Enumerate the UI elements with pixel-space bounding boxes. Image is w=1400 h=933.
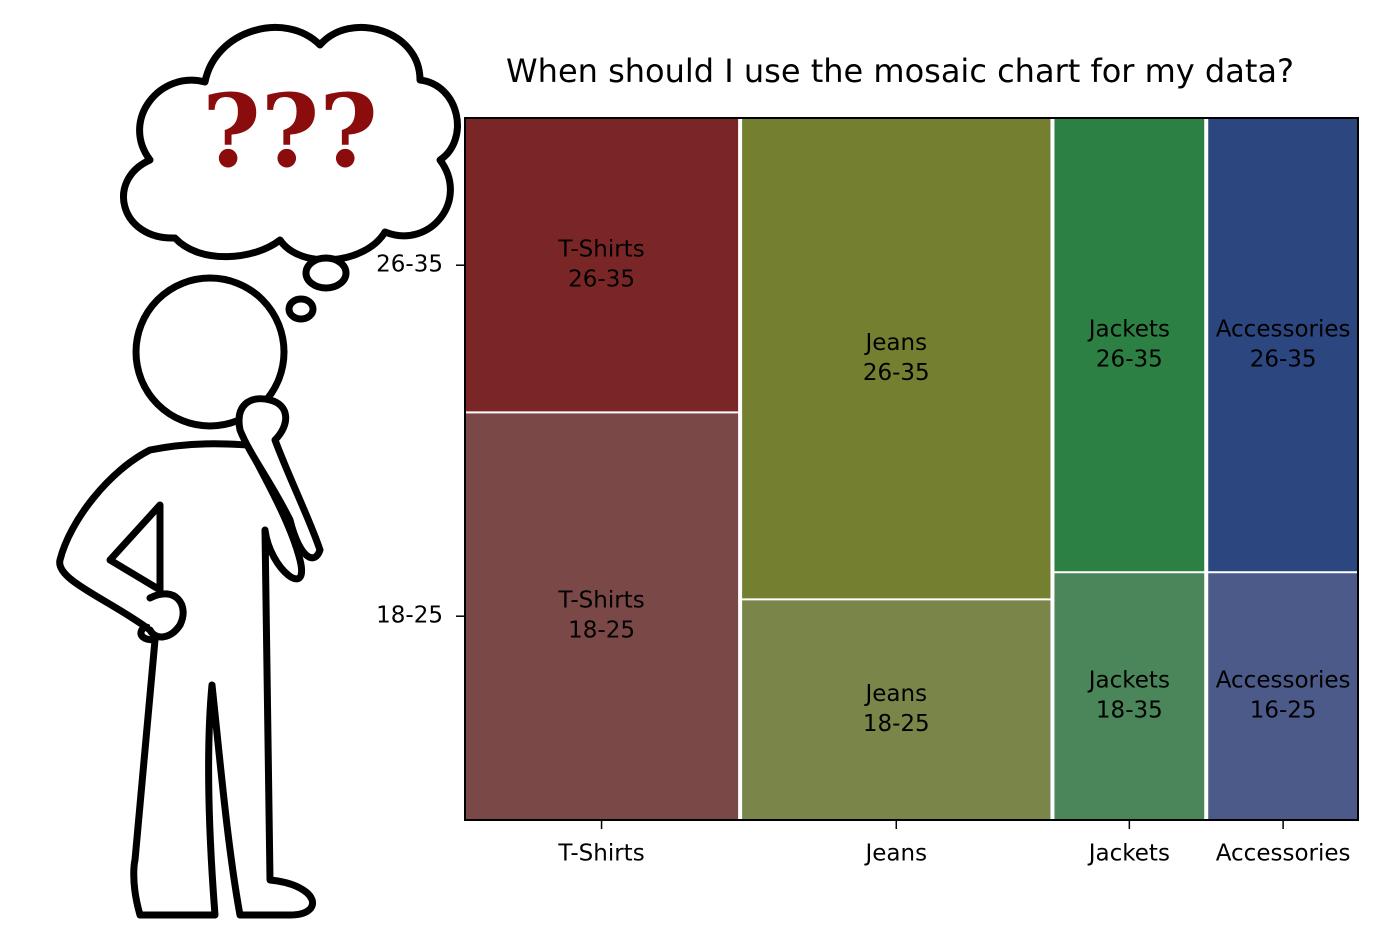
cell-label: 16-25 (1250, 698, 1317, 724)
mosaic-cell (742, 600, 1051, 820)
mosaic-cell (742, 118, 1051, 599)
cell-label: T-Shirts (557, 588, 644, 614)
plot-frame (464, 117, 1359, 821)
plot: T-Shirts 18-25 T-Shirts 26-35 T-Shirts Jeans 1… (376, 117, 1359, 867)
cell-label: 26-35 (1250, 347, 1317, 373)
cell-label: Jackets (1087, 317, 1170, 343)
cell-label: 26-35 (568, 267, 635, 293)
mosaic-cell (1208, 118, 1358, 572)
x-tick-label: Accessories (1216, 841, 1351, 867)
body (56, 440, 316, 919)
x-tick-label: Jeans (863, 841, 927, 867)
cell-label: Jackets (1087, 668, 1170, 694)
x-tick-label: T-Shirts (557, 841, 644, 867)
thought-bubble (302, 254, 350, 292)
head (132, 274, 288, 430)
mosaic-cell (465, 118, 739, 412)
cell-label: 26-35 (863, 360, 930, 386)
y-tick-label: 18-25 (376, 603, 443, 629)
hand (235, 395, 324, 562)
y-tick-label: 26-35 (376, 252, 443, 278)
mosaic-cell (1054, 573, 1205, 820)
thinking-figure: ??? (56, 24, 461, 919)
hip-hand (146, 590, 187, 641)
mosaic-cell (465, 413, 739, 820)
thought-bubble (285, 295, 317, 323)
cell-label: Jeans (863, 330, 927, 356)
cell-label: 18-35 (1096, 698, 1163, 724)
cell-label: 18-25 (863, 711, 930, 737)
cell-label: 18-25 (568, 618, 635, 644)
question-marks: ??? (202, 72, 378, 190)
cell-label: Accessories (1216, 317, 1351, 343)
chart-title: When should I use the mosaic chart for m… (506, 52, 1294, 90)
mosaic-cell (1208, 573, 1358, 820)
mosaic-cell (1054, 118, 1205, 572)
cell-label: Jeans (863, 681, 927, 707)
cell-label: Accessories (1216, 668, 1351, 694)
cell-label: 26-35 (1096, 347, 1163, 373)
cell-label: T-Shirts (557, 237, 644, 263)
x-tick-label: Jackets (1087, 841, 1170, 867)
